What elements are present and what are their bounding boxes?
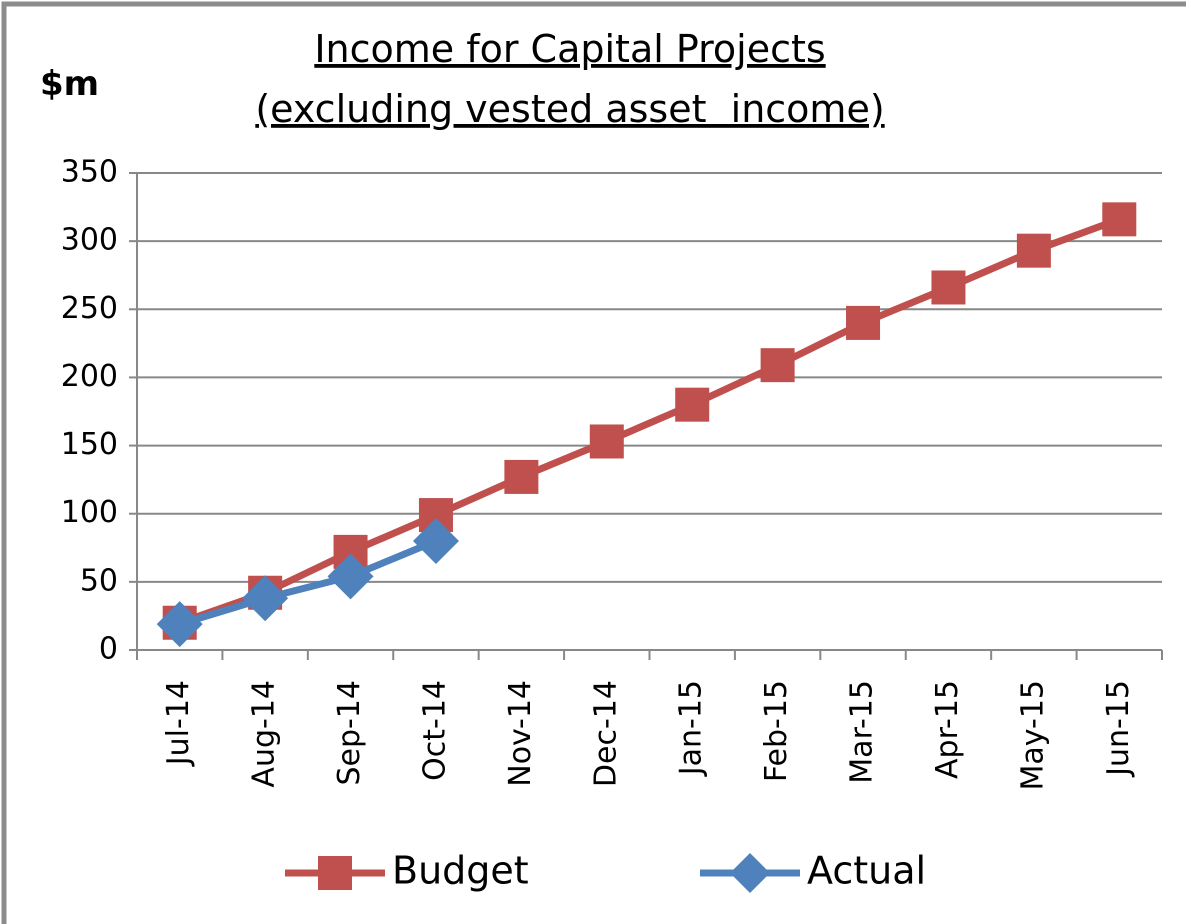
x-tick-label: Feb-15: [759, 680, 794, 782]
x-tick-label: Sep-14: [332, 680, 367, 786]
x-tick-label: May-15: [1015, 680, 1050, 791]
legend-marker: [318, 856, 352, 890]
x-tick-label: Apr-15: [930, 680, 965, 779]
x-tick-label: Dec-14: [588, 680, 623, 787]
x-tick-label: Jul-14: [161, 680, 196, 767]
marker: [156, 601, 203, 648]
marker: [1102, 202, 1137, 237]
x-tick-label: Mar-15: [845, 680, 880, 784]
y-tick-label: 300: [61, 223, 118, 258]
marker: [1016, 233, 1051, 268]
marker: [412, 517, 459, 564]
x-tick-label: Nov-14: [503, 680, 538, 787]
marker: [675, 387, 710, 422]
series-line: [178, 537, 438, 628]
marker: [504, 459, 539, 494]
y-tick-label: 200: [61, 359, 118, 394]
y-tick-label: 150: [61, 427, 118, 462]
legend-label: Budget: [392, 849, 529, 893]
x-tick-label: Oct-14: [417, 680, 452, 781]
marker: [846, 305, 881, 340]
x-tick-label: Jun-15: [1101, 680, 1136, 778]
y-axis-label: $m: [40, 64, 99, 104]
x-tick-label: Jan-15: [674, 680, 709, 777]
marker: [242, 575, 289, 622]
marker: [327, 553, 374, 600]
x-tick-label: Aug-14: [247, 680, 282, 788]
chart-title: Income for Capital Projects: [314, 27, 825, 71]
y-tick-label: 50: [80, 563, 118, 598]
y-tick-label: 250: [61, 291, 118, 326]
marker: [760, 348, 795, 383]
legend-marker: [730, 853, 770, 893]
chart-subtitle: (excluding vested asset income): [255, 87, 884, 131]
y-tick-label: 0: [99, 632, 118, 667]
y-tick-label: 100: [61, 495, 118, 530]
y-tick-label: 350: [61, 155, 118, 190]
marker: [589, 424, 624, 459]
legend-label: Actual: [807, 849, 926, 893]
marker: [931, 270, 966, 305]
